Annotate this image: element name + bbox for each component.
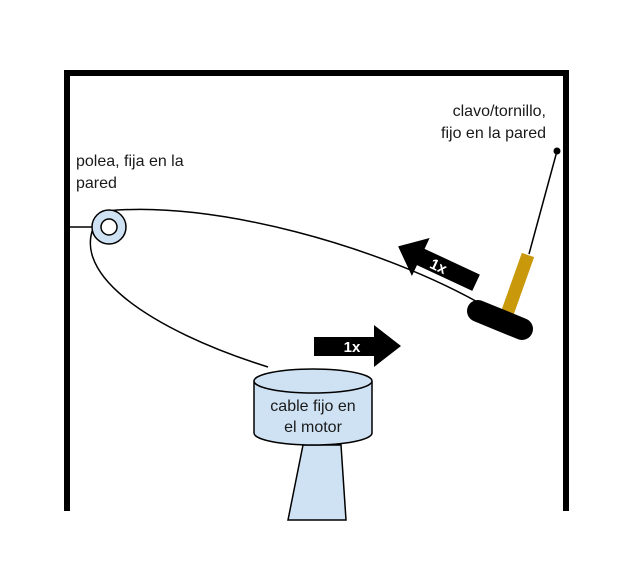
motor-base — [287, 444, 347, 521]
motor-label-line2: el motor — [284, 419, 342, 436]
nail-string — [528, 150, 558, 255]
pulley-label-line2: pared — [76, 175, 117, 192]
motor-drum-body — [253, 381, 373, 446]
arrow-lower-label: 1x — [344, 339, 361, 356]
arrow-upper-shape — [398, 237, 480, 291]
spring — [500, 252, 535, 317]
nail-label-line2: fijo en la pared — [441, 125, 546, 142]
motor: cable fijo en el motor — [253, 368, 373, 521]
lever-block — [467, 300, 533, 340]
arrow-lower-shape — [314, 325, 401, 367]
motor-label-line1: cable fijo en — [270, 398, 355, 415]
arrow-lower: 1x — [314, 325, 401, 367]
motor-drum-top — [253, 368, 373, 394]
cable-upper — [106, 208, 489, 309]
arrow-upper: 1x — [398, 237, 480, 291]
cable-lower — [89, 215, 269, 368]
pulley — [91, 209, 127, 245]
nail-label-line1: clavo/tornillo, — [453, 103, 546, 120]
pulley-axle — [100, 218, 118, 236]
wall-frame — [64, 70, 569, 511]
arrow-upper-label: 1x — [427, 256, 450, 279]
pulley-label-line1: polea, fija en la — [76, 153, 184, 170]
